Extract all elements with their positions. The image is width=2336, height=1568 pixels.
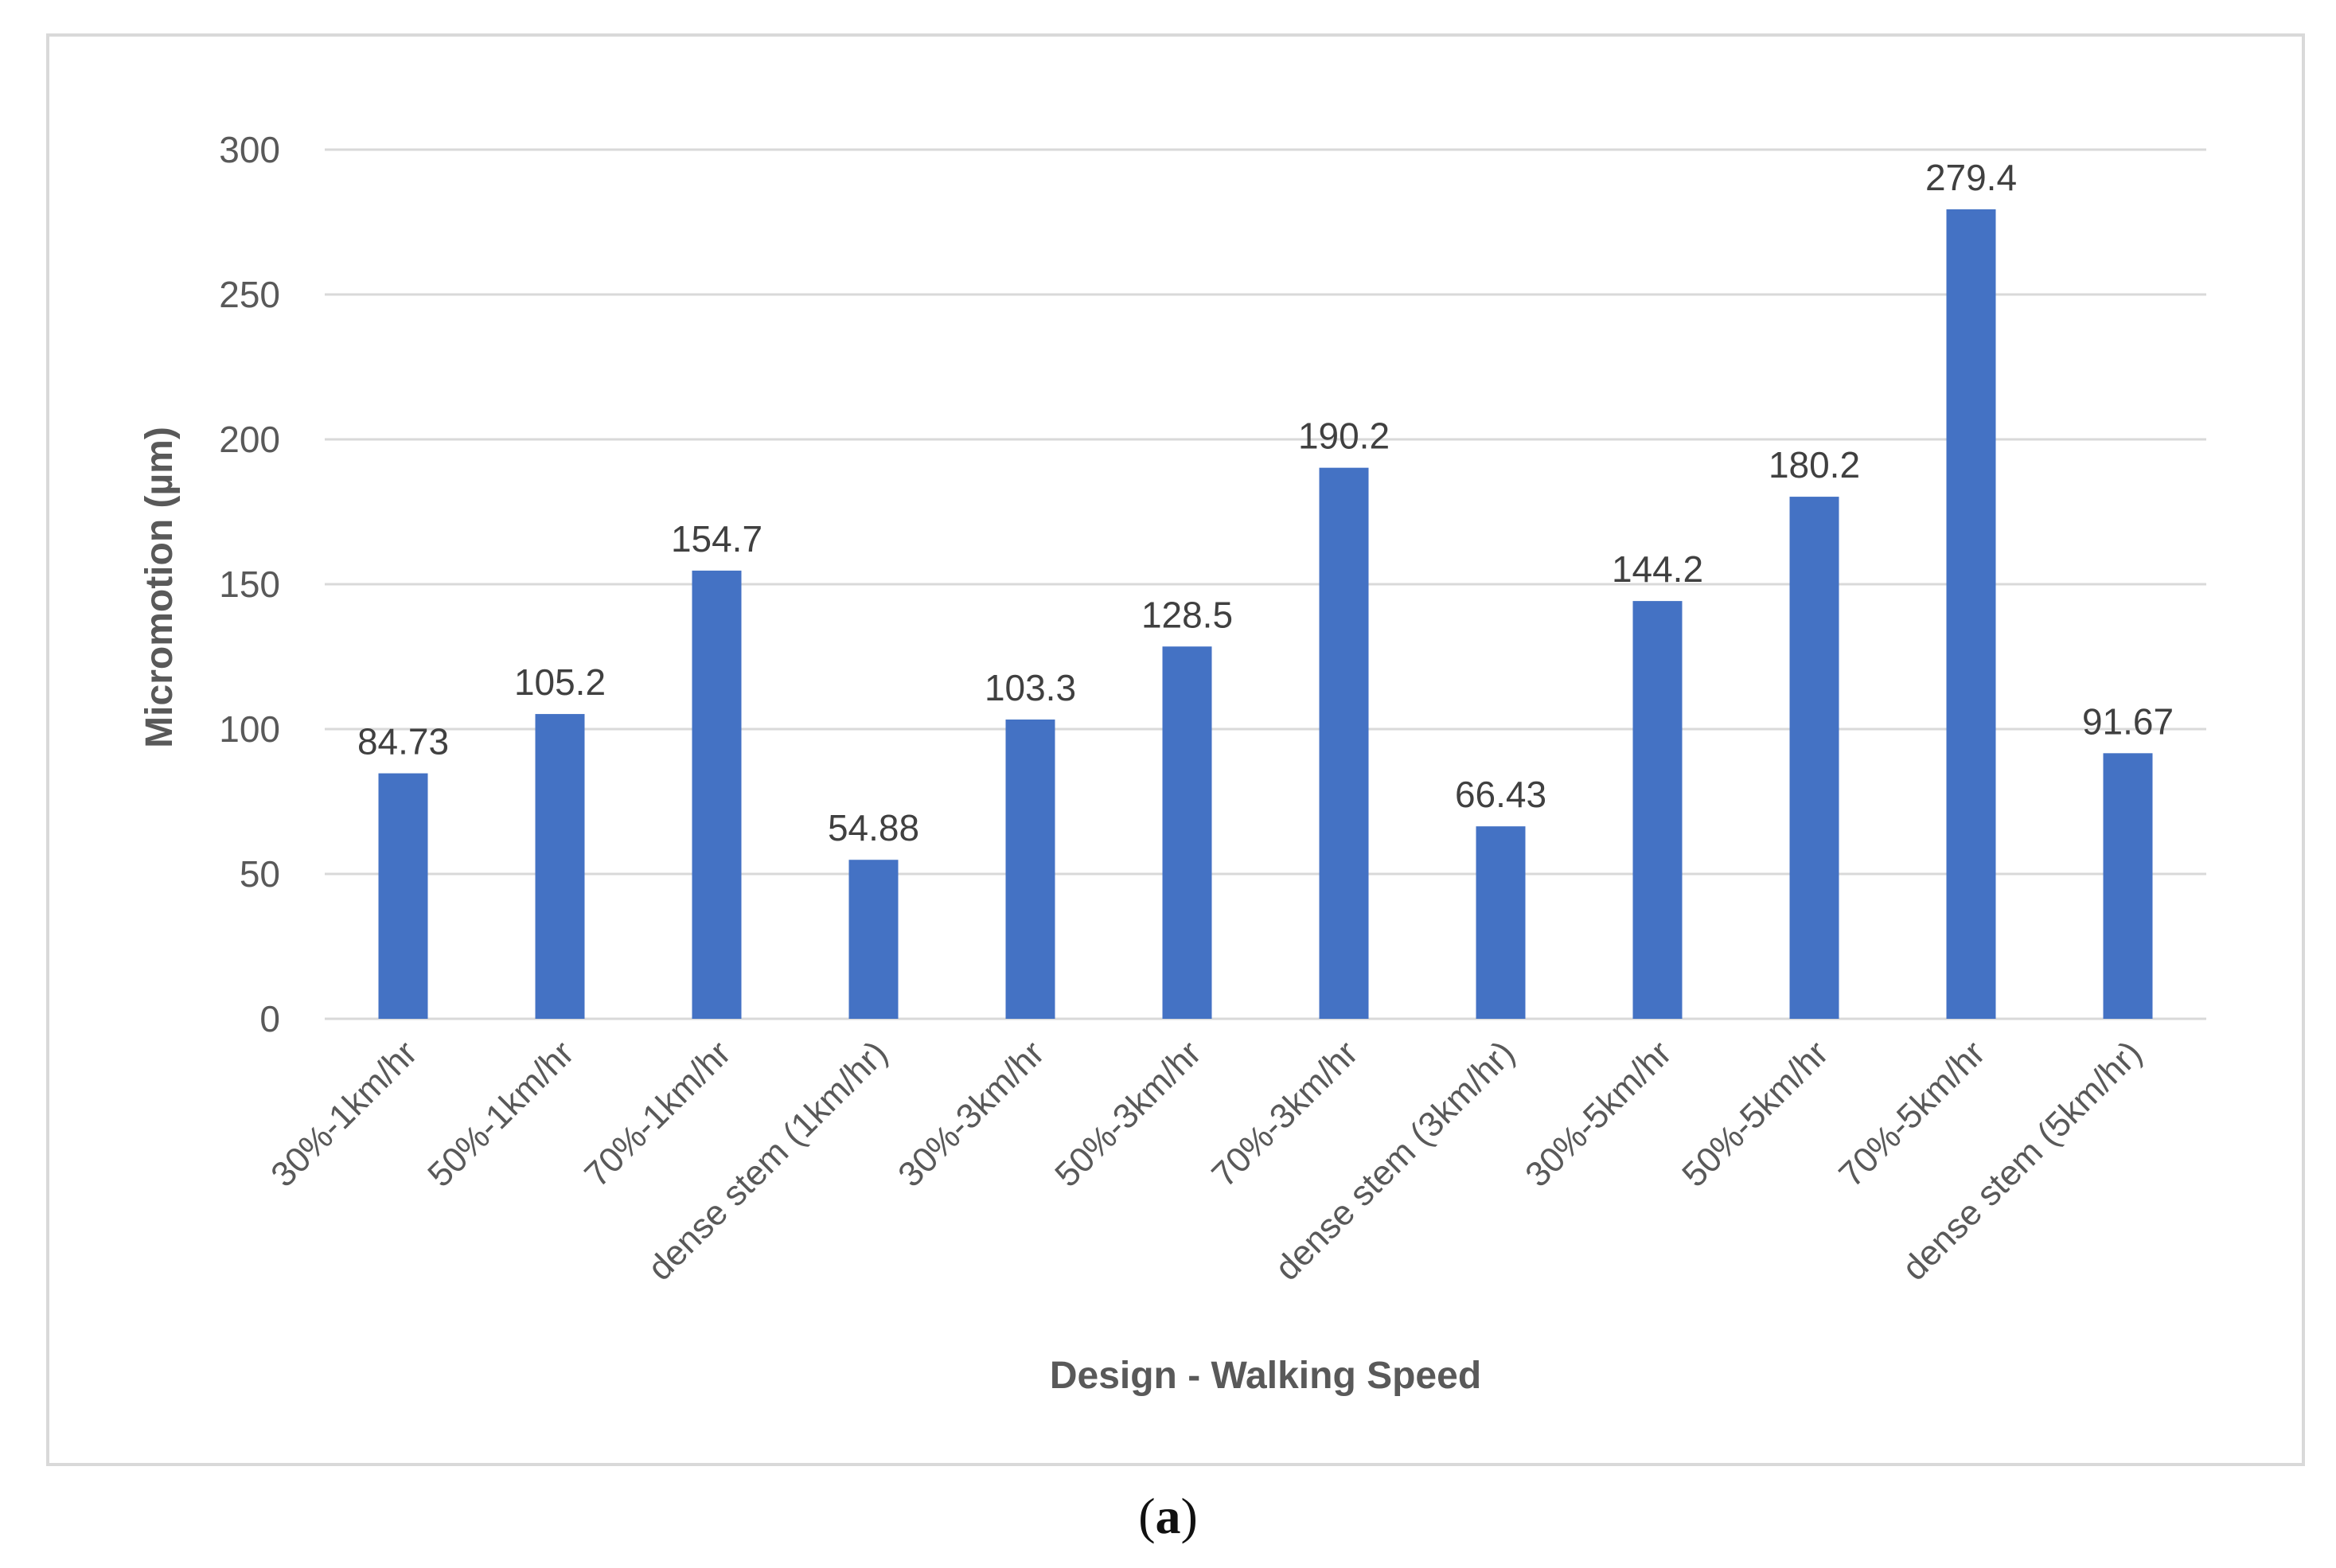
data-label: 66.43 [1455,774,1546,815]
y-tick-label: 150 [219,564,280,605]
bar [378,773,428,1019]
bar [1319,467,1369,1019]
y-tick-label: 0 [259,998,280,1039]
x-tick-label: 70%-1km/hr [577,1033,738,1194]
bar [848,860,899,1019]
bar [1946,209,1996,1019]
x-tick-label: 50%-5km/hr [1675,1033,1835,1194]
y-tick-label: 100 [219,708,280,750]
y-axis-title: Micromotion (µm) [138,427,181,748]
x-tick-label: 50%-3km/hr [1047,1033,1208,1194]
y-tick-label: 250 [219,274,280,315]
y-tick-label: 50 [240,853,280,895]
data-label: 128.5 [1141,594,1233,635]
data-labels: 84.73 105.2 154.7 54.88 103.3 128.5 190.2 66.43… [357,157,2174,848]
data-label: 103.3 [985,667,1076,708]
data-label: 279.4 [1925,157,2017,198]
x-axis-title: Design - Walking Speed [1050,1355,1481,1397]
data-label: 154.7 [671,518,762,560]
bar [1476,826,1526,1019]
data-label: 144.2 [1612,548,1703,590]
bar [1789,497,1839,1019]
bar [1632,601,1683,1019]
bar [1005,719,1055,1019]
y-axis-ticks: 0 50 100 150 200 250 300 [219,129,280,1039]
x-tick-label: 70%-5km/hr [1831,1033,1992,1194]
data-label: 84.73 [357,721,449,763]
data-label: 190.2 [1298,415,1390,457]
bar [1162,646,1212,1019]
x-tick-label: 70%-3km/hr [1204,1033,1365,1194]
y-tick-label: 300 [219,129,280,170]
bar [2103,753,2153,1019]
bar [692,570,742,1019]
caption-close-paren: ) [1180,1488,1198,1544]
y-tick-label: 200 [219,419,280,460]
data-label: 91.67 [2082,700,2174,742]
bar [535,714,585,1019]
data-label: 54.88 [828,807,919,848]
x-tick-label: 30%-3km/hr [891,1033,1051,1194]
caption-letter: a [1155,1488,1181,1544]
bars [378,209,2153,1019]
figure-caption: (a) [0,1487,2336,1546]
caption-open-paren: ( [1138,1488,1156,1544]
data-label: 105.2 [514,661,606,703]
gridlines [325,148,2206,1020]
x-tick-label: 50%-1km/hr [420,1033,581,1194]
x-tick-label: 30%-1km/hr [263,1033,424,1194]
data-label: 180.2 [1769,444,1860,486]
x-tick-label: 30%-5km/hr [1518,1033,1679,1194]
